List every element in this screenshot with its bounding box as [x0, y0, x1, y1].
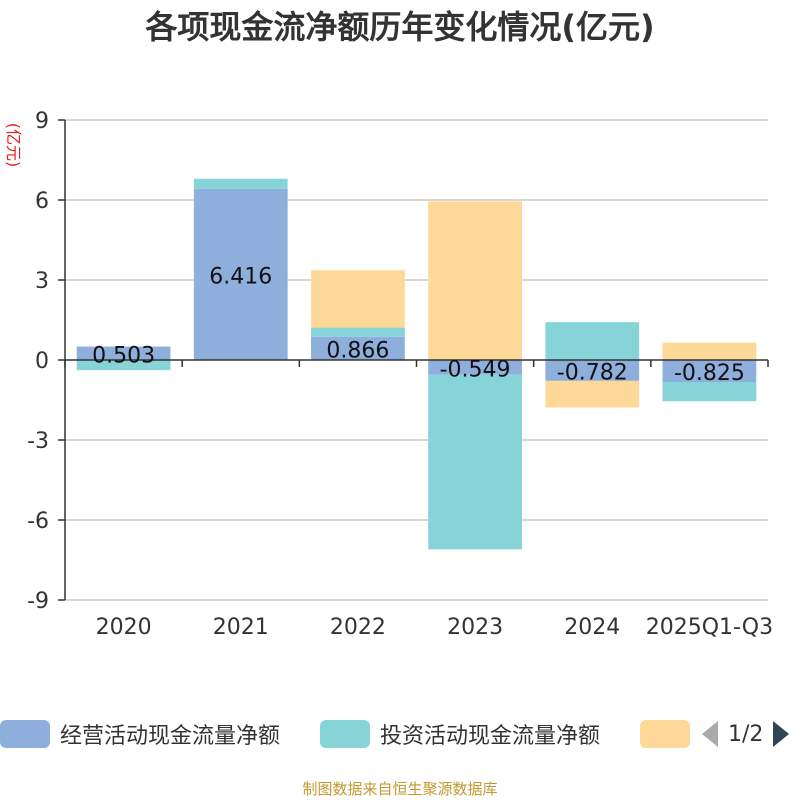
data-label-4: -0.782 [557, 360, 628, 385]
bar-s1-4[interactable] [545, 322, 640, 360]
chart-title: 各项现金流净额历年变化情况(亿元) [145, 8, 655, 46]
y-axis-label: (亿元) [4, 123, 23, 168]
x-tick-label-4: 2024 [564, 615, 620, 640]
legend-label-operating: 经营活动现金流量净额 [60, 724, 281, 749]
bar-s1-0[interactable] [76, 360, 171, 371]
bar-s0-2[interactable] [311, 336, 405, 360]
data-label-3: -0.549 [440, 357, 511, 382]
legend-swatch-financing [640, 720, 690, 748]
bar-s2-3[interactable] [428, 201, 522, 360]
legend-item-financing[interactable] [640, 716, 700, 752]
data-label-0: 0.503 [92, 343, 155, 368]
y-tick-label-5: 6 [35, 189, 49, 214]
y-tick-label-1: -6 [27, 509, 49, 534]
legend-item-operating[interactable]: 经营活动现金流量净额 [0, 716, 280, 752]
stacked-bar-chart: (亿元) -9 -6 -3 0 3 6 9 2020 2021 2022 2023 2024 2025Q… [4, 109, 773, 640]
y-tick-label-0: -9 [27, 589, 49, 614]
bar-s0-5[interactable] [662, 360, 757, 382]
data-source-footer: 制图数据来自恒生聚源数据库 [302, 780, 498, 798]
bar-s0-3[interactable] [428, 360, 522, 375]
x-tick-label-2: 2022 [330, 615, 386, 640]
bar-s0-0[interactable] [76, 346, 171, 360]
bar-s2-4[interactable] [545, 380, 640, 408]
x-tick-label-5: 2025Q1-Q3 [646, 615, 773, 640]
grid-lines [65, 119, 768, 601]
legend-swatch-investing [320, 720, 370, 748]
data-label-5: -0.825 [674, 361, 745, 386]
bar-s1-2[interactable] [311, 327, 405, 337]
legend-pager: 1/2 [700, 716, 791, 752]
bar-s1-5[interactable] [662, 382, 757, 402]
data-labels: 0.503 6.416 0.866 -0.549 -0.782 -0.825 [92, 264, 745, 386]
axes: -9 -6 -3 0 3 6 9 2020 2021 2022 2023 2024 2025Q1-Q3 [27, 109, 773, 640]
bar-s1-1[interactable] [193, 178, 288, 189]
x-tick-label-1: 2021 [213, 615, 269, 640]
data-label-2: 0.866 [326, 338, 389, 363]
bars [76, 178, 757, 550]
x-tick-label-3: 2023 [447, 615, 503, 640]
y-tick-label-6: 9 [35, 109, 49, 134]
bar-s1-3[interactable] [428, 374, 522, 550]
legend-page-indicator: 1/2 [728, 721, 764, 747]
bar-s2-5[interactable] [662, 342, 757, 360]
y-tick-label-4: 3 [35, 269, 49, 294]
y-tick-label-2: -3 [27, 429, 49, 454]
legend-label-investing: 投资活动现金流量净额 [380, 724, 601, 749]
triangle-right-icon[interactable] [771, 719, 791, 749]
bar-s0-1[interactable] [193, 188, 288, 360]
triangle-left-icon[interactable] [700, 719, 720, 749]
legend: 经营活动现金流量净额 投资活动现金流量净额 [0, 716, 800, 752]
x-tick-label-0: 2020 [96, 615, 152, 640]
y-tick-label-3: 0 [35, 349, 49, 374]
legend-item-investing[interactable]: 投资活动现金流量净额 [320, 716, 600, 752]
legend-swatch-operating [0, 720, 50, 748]
data-label-1: 6.416 [209, 264, 272, 289]
bar-s2-2[interactable] [311, 270, 405, 328]
bar-s0-4[interactable] [545, 360, 640, 381]
